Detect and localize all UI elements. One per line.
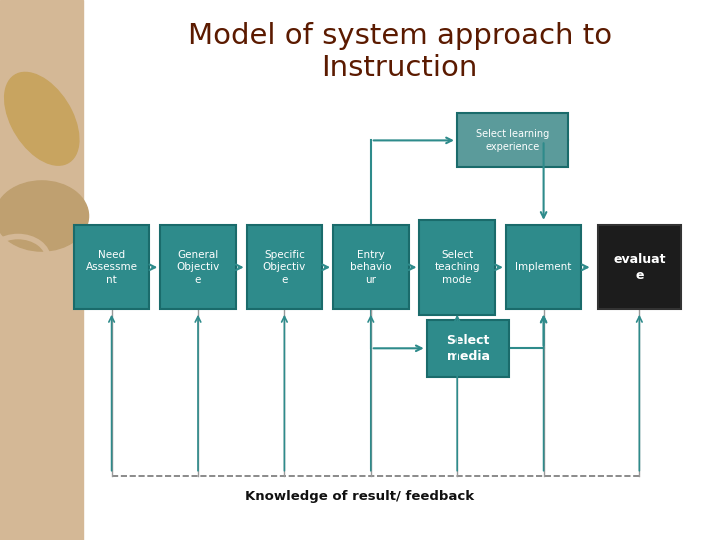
- FancyBboxPatch shape: [246, 226, 323, 309]
- Text: Entry
behavio
ur: Entry behavio ur: [350, 250, 392, 285]
- Text: Select learning
experience: Select learning experience: [476, 129, 549, 152]
- Text: Select
teaching
mode: Select teaching mode: [434, 250, 480, 285]
- FancyBboxPatch shape: [456, 113, 569, 167]
- Text: General
Objectiv
e: General Objectiv e: [176, 250, 220, 285]
- FancyBboxPatch shape: [598, 226, 681, 309]
- FancyBboxPatch shape: [505, 226, 582, 309]
- Text: Knowledge of result/ feedback: Knowledge of result/ feedback: [246, 490, 474, 503]
- FancyBboxPatch shape: [426, 320, 510, 377]
- Text: Specific
Objectiv
e: Specific Objectiv e: [263, 250, 306, 285]
- FancyBboxPatch shape: [74, 226, 150, 309]
- Text: Implement: Implement: [516, 262, 572, 272]
- Text: evaluat
e: evaluat e: [613, 253, 665, 282]
- FancyBboxPatch shape: [333, 226, 409, 309]
- Ellipse shape: [4, 72, 79, 165]
- FancyBboxPatch shape: [419, 220, 495, 314]
- Circle shape: [0, 181, 89, 251]
- Bar: [0, 0, 83, 540]
- Text: Model of system approach to
Instruction: Model of system approach to Instruction: [187, 22, 612, 82]
- FancyBboxPatch shape: [161, 226, 236, 309]
- Text: Select
media: Select media: [446, 334, 490, 363]
- Text: Need
Assessme
nt: Need Assessme nt: [86, 250, 138, 285]
